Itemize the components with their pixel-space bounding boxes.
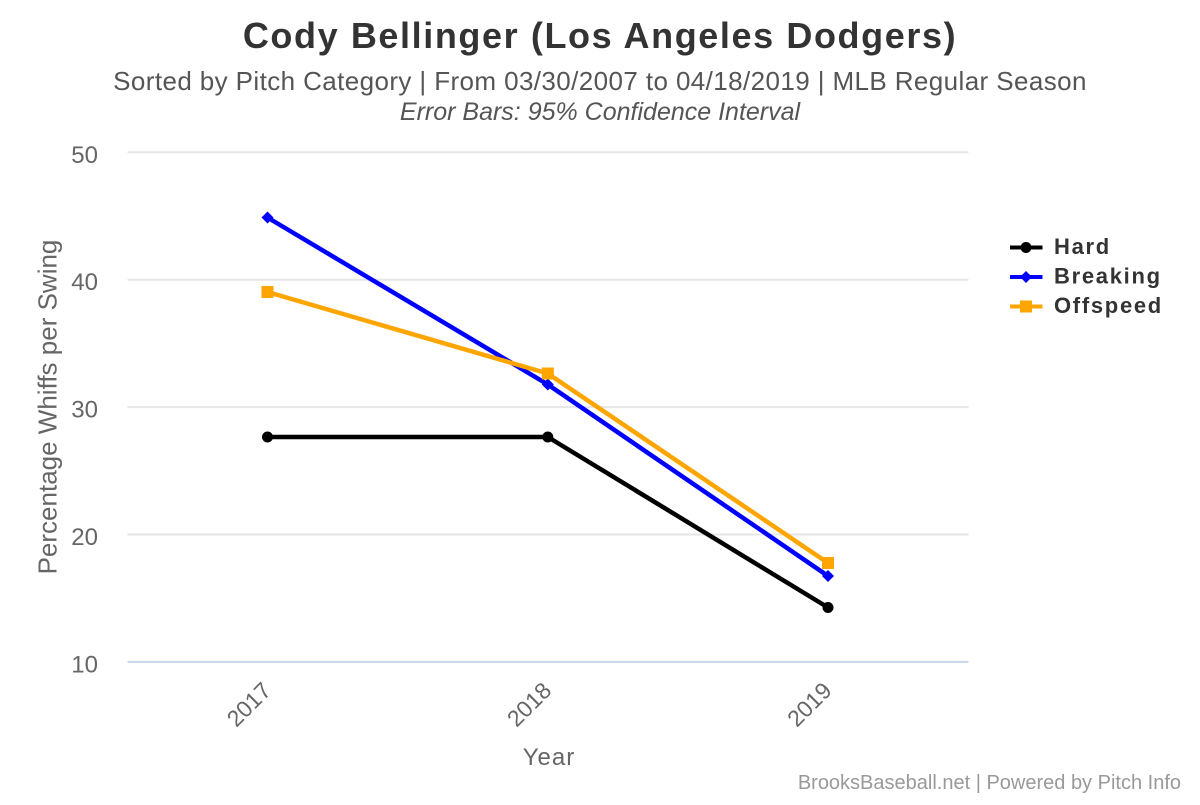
svg-text:50: 50 (71, 142, 98, 169)
svg-text:BrooksBaseball.net | Powered b: BrooksBaseball.net | Powered by Pitch In… (798, 772, 1181, 794)
svg-text:Offspeed: Offspeed (1054, 293, 1163, 318)
svg-text:Cody Bellinger (Los Angeles Do: Cody Bellinger (Los Angeles Dodgers) (243, 15, 957, 56)
svg-text:20: 20 (71, 524, 98, 551)
svg-text:Percentage Whiffs per Swing: Percentage Whiffs per Swing (33, 240, 63, 575)
svg-text:Error Bars: 95% Confidence Int: Error Bars: 95% Confidence Interval (400, 98, 802, 126)
svg-text:Year: Year (523, 744, 576, 771)
svg-text:Sorted by Pitch Category | Fro: Sorted by Pitch Category | From 03/30/20… (113, 66, 1087, 96)
svg-text:40: 40 (71, 269, 98, 296)
svg-text:Hard: Hard (1054, 234, 1111, 259)
svg-text:30: 30 (71, 397, 98, 424)
svg-text:Breaking: Breaking (1054, 264, 1162, 289)
svg-text:10: 10 (71, 651, 98, 678)
